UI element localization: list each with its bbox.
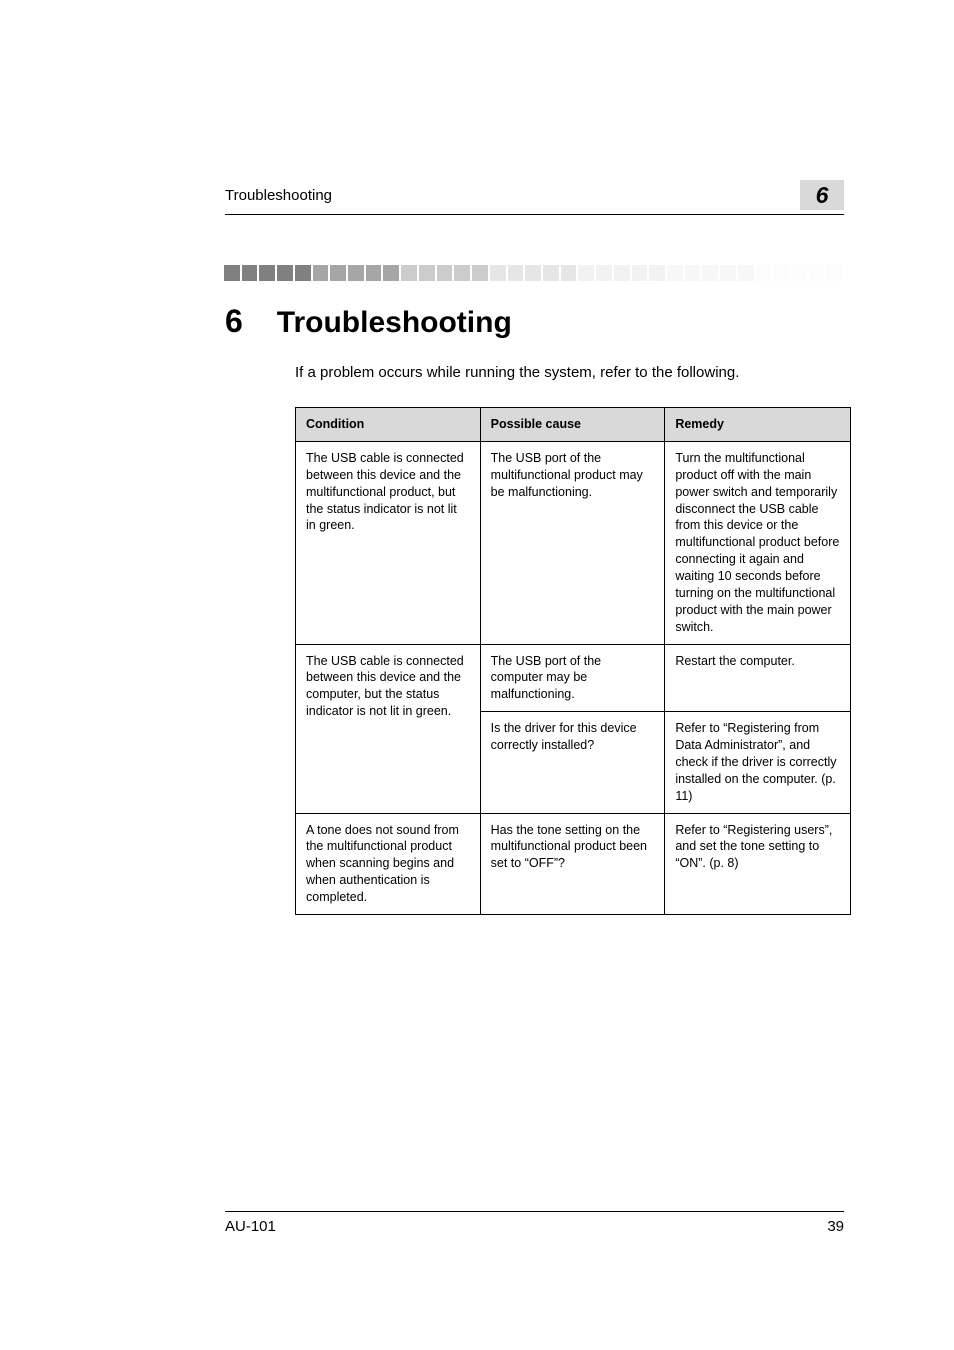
decorative-square	[401, 265, 417, 281]
section-name: Troubleshooting	[277, 306, 512, 340]
cell-remedy: Refer to “Registering users”, and set th…	[665, 813, 851, 914]
decorative-square	[543, 265, 559, 281]
decorative-square	[242, 265, 258, 281]
decorative-square	[348, 265, 364, 281]
cell-condition: The USB cable is connected between this …	[296, 441, 481, 644]
page-footer: AU-101 39	[225, 1211, 844, 1235]
decorative-square	[773, 265, 789, 281]
decorative-square	[809, 265, 825, 281]
decorative-square	[561, 265, 577, 281]
intro-text: If a problem occurs while running the sy…	[295, 364, 844, 381]
table-header-row: Condition Possible cause Remedy	[296, 408, 851, 442]
decorative-square	[508, 265, 524, 281]
decorative-square	[826, 265, 842, 281]
decorative-square	[596, 265, 612, 281]
decorative-square	[632, 265, 648, 281]
running-header: Troubleshooting 6	[225, 180, 844, 215]
decorative-square	[366, 265, 382, 281]
th-condition: Condition	[296, 408, 481, 442]
table-row: The USB cable is connected between this …	[296, 644, 851, 712]
table-row: The USB cable is connected between this …	[296, 441, 851, 644]
decorative-square	[685, 265, 701, 281]
cell-remedy: Turn the multifunctional product off wit…	[665, 441, 851, 644]
decorative-square	[702, 265, 718, 281]
decorative-square	[383, 265, 399, 281]
decorative-square	[454, 265, 470, 281]
decorative-square	[720, 265, 736, 281]
cell-condition: The USB cable is connected between this …	[296, 644, 481, 813]
decorative-square	[277, 265, 293, 281]
decorative-square	[525, 265, 541, 281]
decorative-square	[667, 265, 683, 281]
decorative-square	[791, 265, 807, 281]
decorative-square	[649, 265, 665, 281]
cell-cause: The USB port of the multifunctional prod…	[480, 441, 665, 644]
decorative-square	[295, 265, 311, 281]
decorative-square	[614, 265, 630, 281]
header-chapter-box: 6	[800, 180, 844, 210]
decorative-square	[738, 265, 754, 281]
cell-cause: Has the tone setting on the multifunctio…	[480, 813, 665, 914]
decorative-square	[224, 265, 240, 281]
decorative-square	[259, 265, 275, 281]
decorative-square	[472, 265, 488, 281]
troubleshooting-table: Condition Possible cause Remedy The USB …	[295, 407, 851, 915]
page: Troubleshooting 6 6 Troubleshooting If a…	[0, 0, 954, 1350]
decorative-squares	[224, 265, 844, 281]
footer-model: AU-101	[225, 1218, 276, 1235]
decorative-square	[330, 265, 346, 281]
cell-remedy: Restart the computer.	[665, 644, 851, 712]
decorative-square	[756, 265, 772, 281]
cell-condition: A tone does not sound from the multifunc…	[296, 813, 481, 914]
header-chapter-number: 6	[816, 182, 829, 209]
decorative-square	[490, 265, 506, 281]
th-cause: Possible cause	[480, 408, 665, 442]
footer-page-number: 39	[827, 1218, 844, 1235]
section-number: 6	[225, 303, 243, 340]
decorative-square	[578, 265, 594, 281]
header-section-name: Troubleshooting	[225, 187, 332, 204]
th-remedy: Remedy	[665, 408, 851, 442]
table-row: A tone does not sound from the multifunc…	[296, 813, 851, 914]
cell-cause: The USB port of the computer may be malf…	[480, 644, 665, 712]
decorative-square	[437, 265, 453, 281]
section-title: 6 Troubleshooting	[225, 303, 844, 340]
decorative-square	[313, 265, 329, 281]
cell-remedy: Refer to “Registering from Data Administ…	[665, 712, 851, 813]
cell-cause: Is the driver for this device correctly …	[480, 712, 665, 813]
decorative-square	[419, 265, 435, 281]
